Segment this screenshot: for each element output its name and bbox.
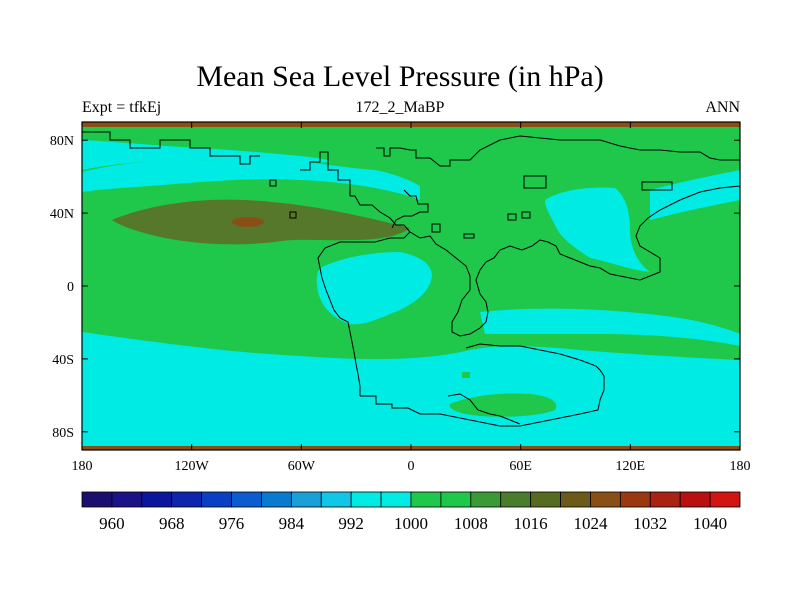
y-tick-label: 40S: [52, 353, 74, 368]
north-pacific-cyan-east: [545, 187, 650, 272]
experiment-label: Expt = tfkEj: [82, 99, 162, 116]
colorbar-label: 960: [99, 514, 125, 533]
colorbar-swatch: [440, 491, 472, 508]
coastline-eurasia-north: [376, 135, 740, 167]
colorbar-swatch: [470, 491, 502, 508]
south-africa-high: [462, 372, 470, 378]
north-pacific-cyan-far-east: [650, 170, 740, 220]
colorbar-label: 976: [219, 514, 245, 533]
southern-low-belt: [82, 332, 740, 446]
x-tick-label: 180: [730, 459, 751, 474]
coastline-island-1: [523, 175, 547, 189]
colorbar-labels: 960 968 976 984 992 1000 1008 1016 1024 1032 1040: [99, 514, 727, 533]
coastline-asia-south: [485, 185, 740, 281]
coastlines: [82, 131, 740, 427]
tropical-atlantic-low: [316, 252, 432, 325]
coastline-island-4: [431, 223, 441, 233]
x-axis: 180 120W 60W 0 60E 120E 180: [72, 122, 751, 474]
colorbar-swatch: [350, 491, 382, 508]
colorbar-swatch: [380, 491, 412, 508]
southern-midlat-green: [82, 300, 360, 352]
x-tick-label: 0: [408, 459, 415, 474]
colorbar-swatch: [530, 491, 561, 508]
colorbar-swatch: [81, 491, 113, 508]
colorbar-swatch: [709, 491, 741, 508]
season-label: ANN: [705, 99, 740, 116]
coastline-arctic: [82, 131, 260, 165]
colorbar-label: 1040: [693, 514, 727, 533]
colorbar-swatch: [619, 491, 651, 508]
coastline-island-2: [507, 213, 517, 221]
coastline-south-america: [447, 393, 521, 425]
pressure-field: [82, 122, 740, 450]
coastline-island-3: [521, 211, 531, 219]
subtropical-high-core: [232, 217, 264, 227]
colorbar-swatch: [201, 491, 232, 508]
colorbar-label: 1016: [514, 514, 548, 533]
x-tick-label: 120E: [616, 459, 646, 474]
coastline-island-8: [641, 181, 673, 191]
coastline-europe: [391, 189, 429, 229]
y-tick-label: 80N: [50, 134, 74, 149]
colorbar-swatch: [560, 491, 591, 508]
y-axis: 80N 40N 0 40S 80S: [50, 134, 740, 441]
colorbar-swatch: [261, 491, 292, 508]
colorbar-swatch: [500, 491, 532, 508]
colorbar-label: 992: [338, 514, 364, 533]
colorbar-label: 1032: [633, 514, 667, 533]
colorbar: [81, 491, 741, 508]
colorbar-label: 1008: [454, 514, 488, 533]
coastline-island-7: [289, 211, 297, 219]
colorbar-swatch: [679, 491, 711, 508]
x-tick-label: 60E: [509, 459, 532, 474]
coastline-greenland: [300, 151, 351, 196]
colorbar-label: 984: [279, 514, 305, 533]
colorbar-swatch: [590, 491, 621, 508]
y-tick-label: 40N: [50, 207, 74, 222]
colorbar-swatch: [111, 491, 143, 508]
colorbar-swatch: [290, 491, 322, 508]
colorbar-swatch: [649, 491, 681, 508]
y-tick-label: 0: [67, 280, 74, 295]
indian-ocean-low: [480, 308, 740, 346]
x-tick-label: 120W: [175, 459, 210, 474]
colorbar-label: 1024: [573, 514, 608, 533]
y-tick-label: 80S: [52, 426, 74, 441]
colorbar-label: 968: [159, 514, 185, 533]
colorbar-label: 1000: [394, 514, 428, 533]
colorbar-swatch: [171, 491, 203, 508]
coastline-north-america: [317, 195, 411, 396]
coastline-australia: [465, 343, 601, 371]
coastline-antarctica: [360, 369, 605, 427]
coastline-island-6: [269, 179, 277, 187]
period-label: 172_2_MaBP: [355, 99, 445, 116]
x-tick-label: 180: [72, 459, 93, 474]
map-title: Mean Sea Level Pressure (in hPa): [196, 60, 604, 93]
colorbar-swatch: [231, 491, 262, 508]
colorbar-swatch: [320, 491, 352, 508]
colorbar-swatch: [141, 491, 173, 508]
coastline-africa: [409, 231, 489, 337]
south-atlantic-high: [449, 393, 557, 417]
north-cap-green: [82, 127, 740, 160]
x-tick-label: 60W: [288, 459, 316, 474]
coastline-island-5: [463, 233, 475, 239]
colorbar-swatch: [410, 491, 442, 508]
